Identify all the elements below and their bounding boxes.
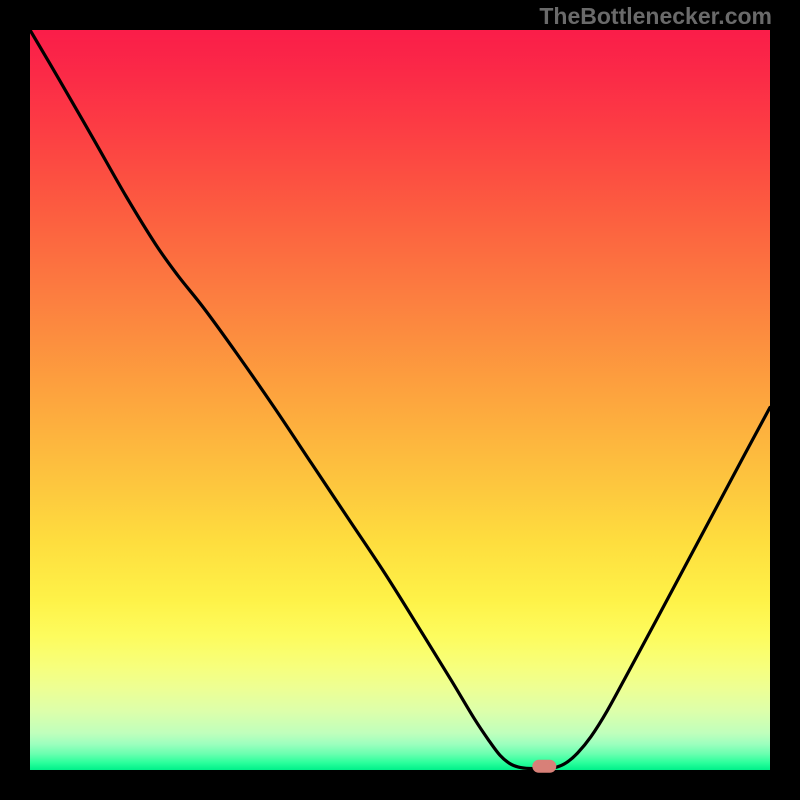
watermark-text: TheBottlenecker.com <box>539 3 772 30</box>
optimum-marker <box>532 760 556 773</box>
chart-root: TheBottlenecker.com <box>0 0 800 800</box>
bottleneck-curve <box>30 30 770 770</box>
plot-area <box>30 30 770 770</box>
